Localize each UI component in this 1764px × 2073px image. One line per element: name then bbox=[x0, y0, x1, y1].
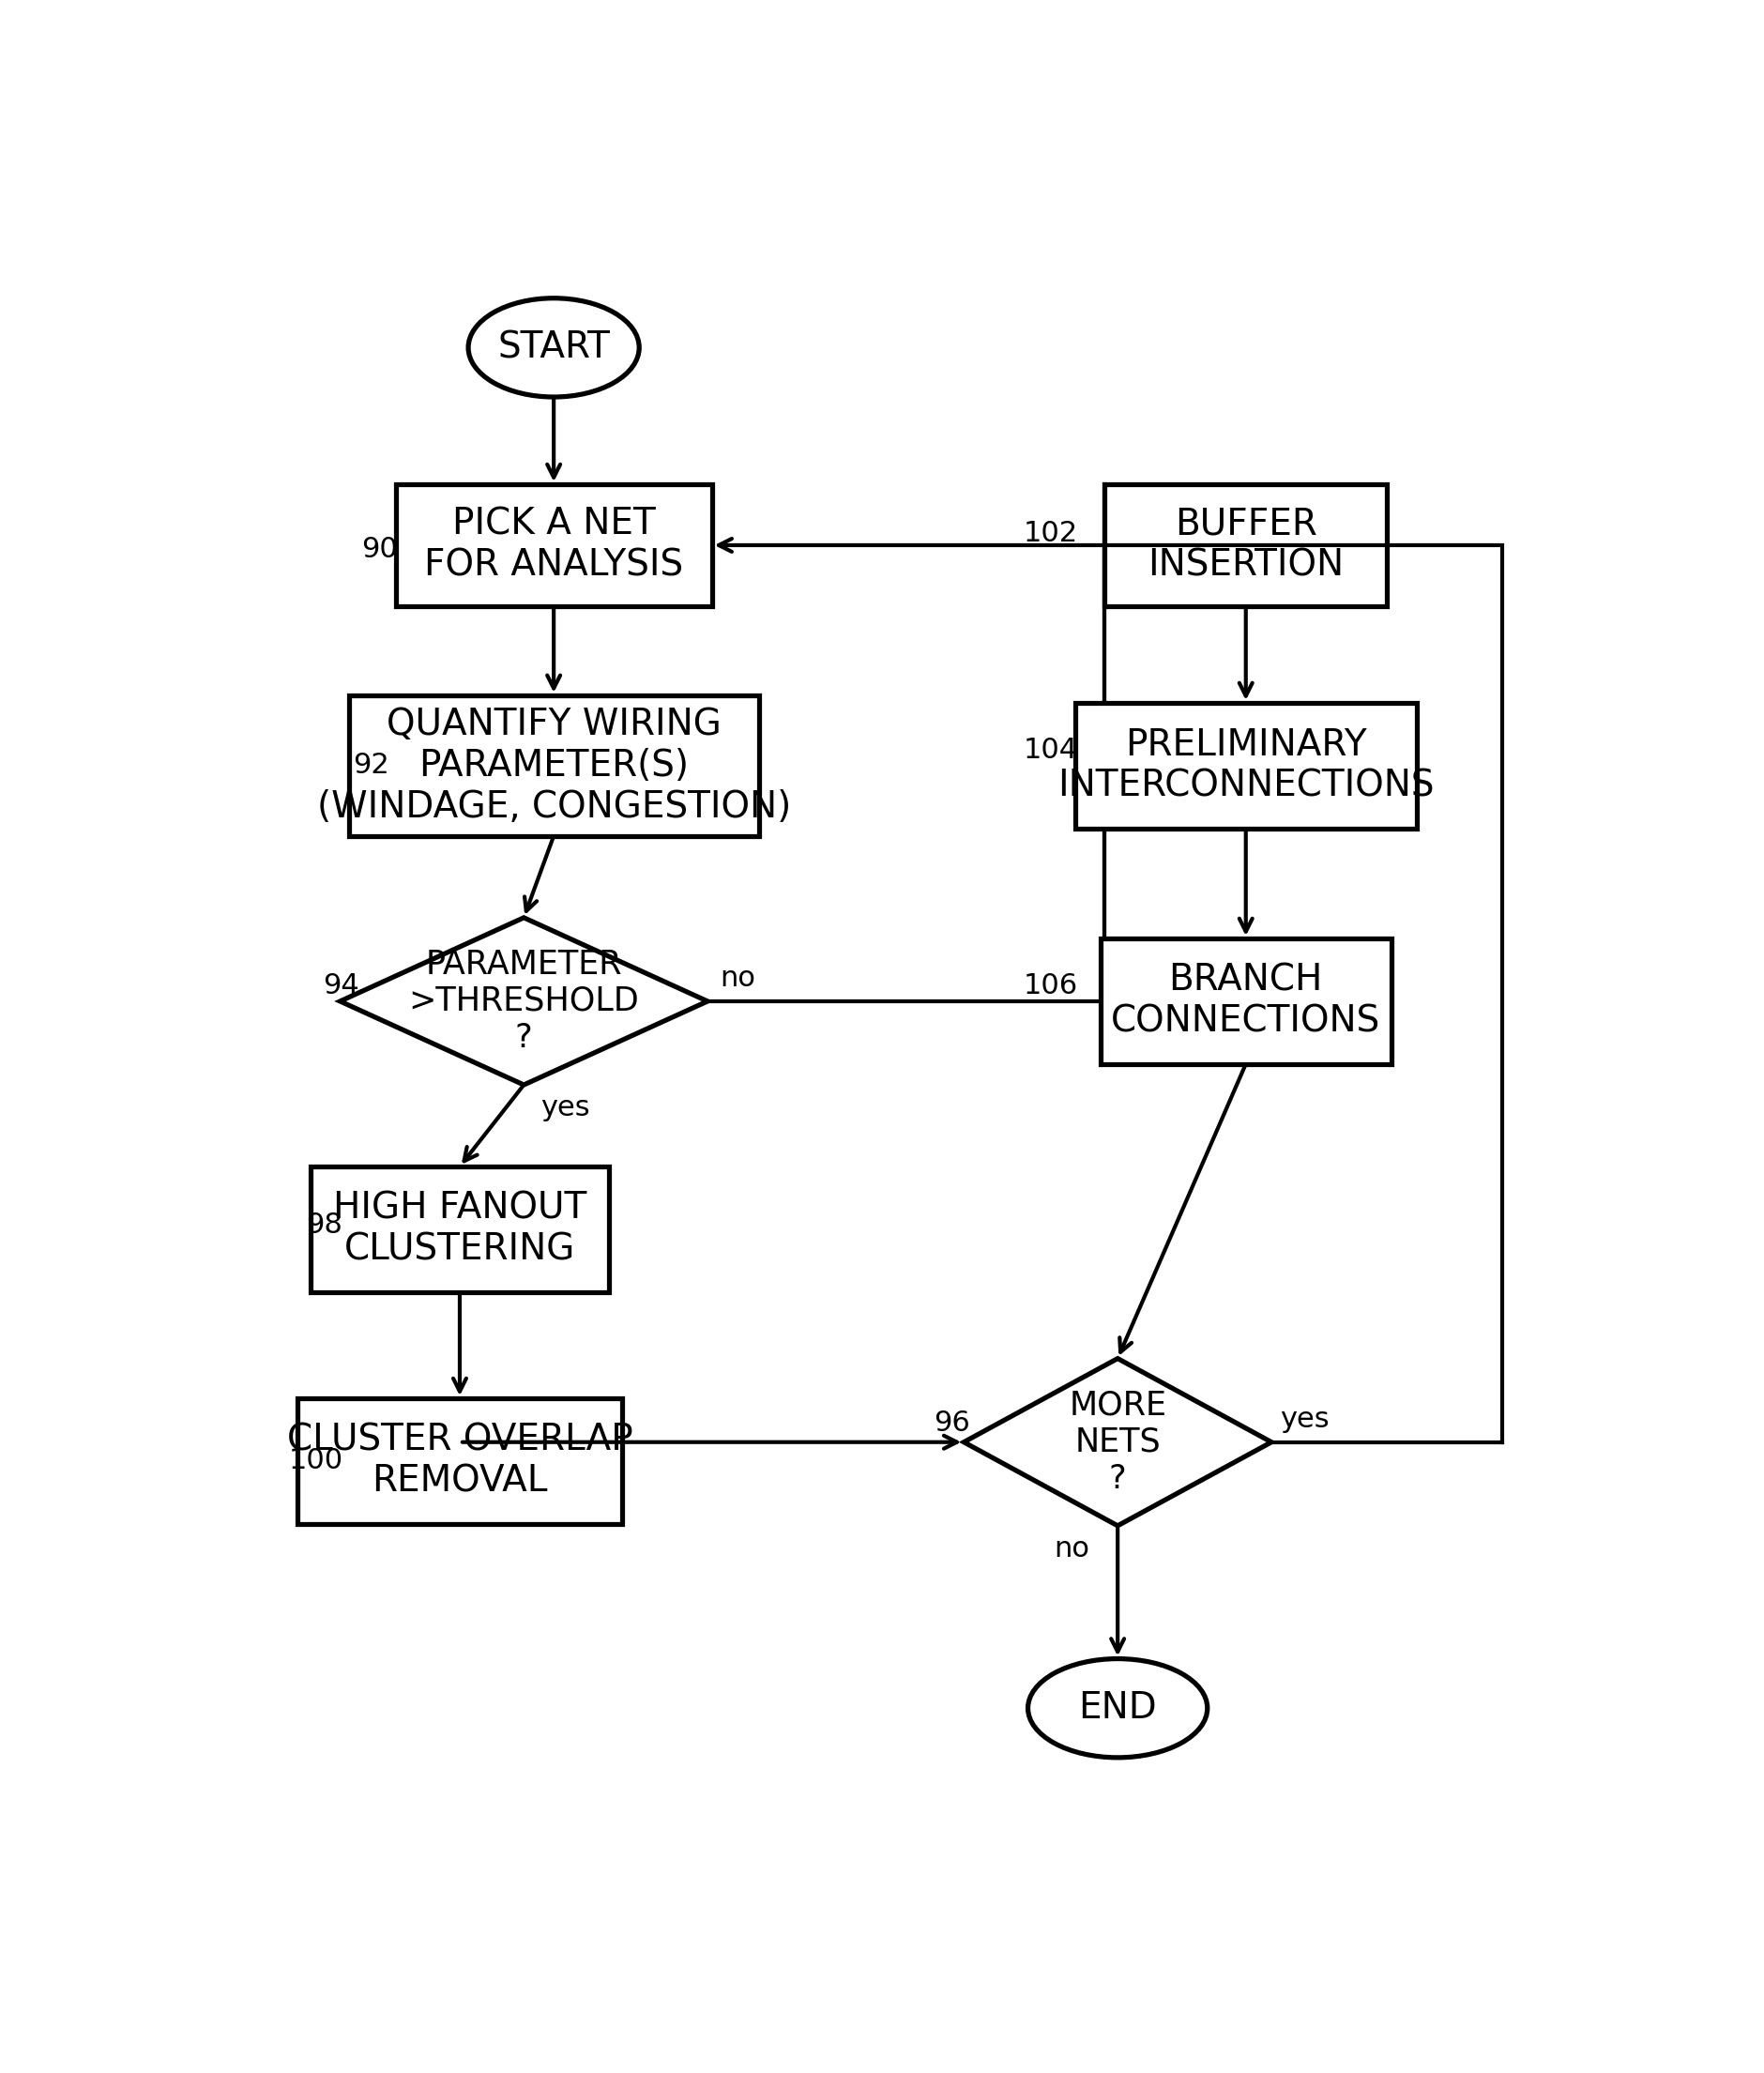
Text: CLUSTER OVERLAP
REMOVAL: CLUSTER OVERLAP REMOVAL bbox=[288, 1422, 633, 1499]
Text: MORE
NETS
?: MORE NETS ? bbox=[1069, 1389, 1166, 1495]
Text: START: START bbox=[497, 330, 610, 365]
Text: PICK A NET
FOR ANALYSIS: PICK A NET FOR ANALYSIS bbox=[423, 506, 683, 585]
Text: 102: 102 bbox=[1023, 520, 1078, 547]
Text: yes: yes bbox=[1281, 1405, 1330, 1432]
Text: 94: 94 bbox=[323, 972, 360, 999]
Text: HIGH FANOUT
CLUSTERING: HIGH FANOUT CLUSTERING bbox=[333, 1190, 586, 1269]
Text: yes: yes bbox=[542, 1095, 591, 1121]
Bar bbox=[1104, 485, 1387, 605]
Text: 100: 100 bbox=[289, 1447, 344, 1474]
Text: QUANTIFY WIRING
PARAMETER(S)
(WINDAGE, CONGESTION): QUANTIFY WIRING PARAMETER(S) (WINDAGE, C… bbox=[318, 707, 790, 825]
Text: PARAMETER
>THRESHOLD
?: PARAMETER >THRESHOLD ? bbox=[409, 947, 639, 1055]
Text: no: no bbox=[1053, 1534, 1088, 1563]
Text: 92: 92 bbox=[353, 752, 390, 779]
Text: PRELIMINARY
INTERCONNECTIONS: PRELIMINARY INTERCONNECTIONS bbox=[1057, 728, 1434, 804]
Polygon shape bbox=[963, 1358, 1272, 1526]
Bar bbox=[1074, 703, 1416, 829]
Ellipse shape bbox=[1028, 1658, 1207, 1758]
Bar bbox=[298, 1399, 623, 1524]
Bar bbox=[1101, 939, 1392, 1063]
Bar bbox=[349, 694, 759, 835]
Text: 90: 90 bbox=[362, 535, 399, 562]
Text: END: END bbox=[1078, 1689, 1157, 1727]
Text: BUFFER
INSERTION: BUFFER INSERTION bbox=[1148, 506, 1344, 585]
Bar bbox=[395, 485, 713, 605]
Polygon shape bbox=[340, 918, 707, 1084]
Bar bbox=[310, 1167, 609, 1291]
Ellipse shape bbox=[467, 299, 639, 398]
Text: 96: 96 bbox=[933, 1410, 970, 1437]
Text: 106: 106 bbox=[1023, 972, 1078, 999]
Text: 98: 98 bbox=[305, 1213, 342, 1240]
Text: no: no bbox=[720, 964, 757, 993]
Text: 104: 104 bbox=[1023, 736, 1078, 765]
Text: BRANCH
CONNECTIONS: BRANCH CONNECTIONS bbox=[1111, 962, 1381, 1041]
